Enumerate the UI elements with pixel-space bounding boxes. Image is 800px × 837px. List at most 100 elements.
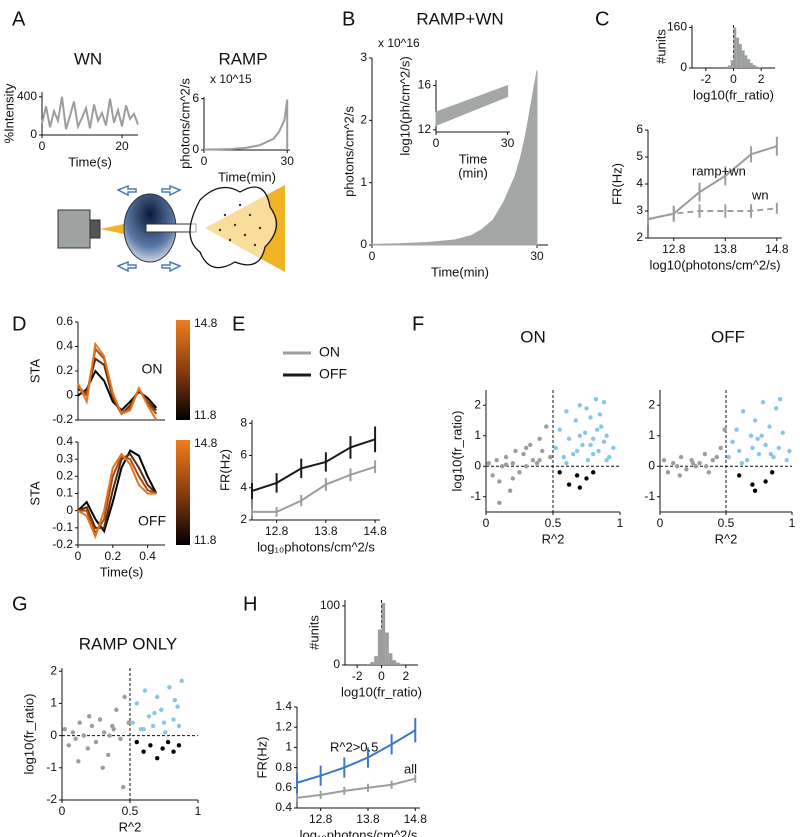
point (584, 476, 589, 481)
point (176, 723, 182, 729)
x-tick-label: 0 (75, 549, 82, 563)
point (548, 454, 553, 460)
y-axis-label: FR(Hz) (217, 449, 232, 491)
lens (89, 219, 101, 239)
point (566, 482, 572, 487)
point (537, 436, 542, 441)
y-tick-label: 400 (17, 89, 37, 103)
point (106, 752, 111, 758)
chart-title: RAMP (218, 49, 267, 68)
y-tick-label: 0.8 (275, 760, 292, 774)
colorbar-label: 11.8 (194, 408, 217, 422)
point (146, 714, 152, 719)
point (87, 714, 92, 719)
x-tick-label: 1 (789, 516, 796, 530)
x-axis-label: log₁₀photons/cm^2/s (257, 539, 375, 554)
point (714, 454, 719, 460)
legend-label: OFF (319, 366, 347, 382)
point (755, 436, 760, 441)
x-tick-label: 0 (483, 516, 490, 530)
y-tick-label: 0 (474, 458, 481, 472)
point (595, 427, 600, 432)
y-axis-label: STA (27, 359, 42, 384)
point (584, 406, 589, 411)
histogram-bar (747, 59, 751, 68)
y-tick-label: 1 (648, 428, 655, 442)
x-axis-label: R^2 (542, 531, 565, 546)
y-tick-label: 0 (30, 127, 37, 141)
y-tick-label: -0.1 (52, 520, 73, 534)
point (66, 743, 72, 748)
x-axis-label: Time(s) (100, 564, 144, 579)
point (597, 412, 603, 417)
x-axis-label: log₁₀photons/cm^2/s (300, 827, 418, 837)
y-tick-label: 6 (192, 91, 199, 105)
colorbar (176, 320, 190, 420)
x-tick-label: 0 (59, 804, 66, 818)
panel-label: H (243, 593, 257, 615)
point (596, 448, 601, 454)
x-axis-label: Time(min) (218, 169, 276, 184)
y-tick-label: -1 (46, 760, 57, 774)
y-tick-label: 1 (474, 428, 481, 442)
histogram-bar (752, 64, 756, 68)
point (750, 482, 755, 487)
chart-title: RAMP+WN (416, 9, 503, 28)
line (77, 341, 158, 421)
x-tick-label: -2 (352, 669, 363, 683)
y-tick-label: 2 (240, 512, 247, 526)
point (750, 445, 755, 451)
point (591, 451, 596, 457)
point (97, 717, 103, 722)
panel-label: E (232, 313, 245, 335)
panel-label: B (342, 8, 355, 30)
point (607, 454, 612, 460)
y-tick-label: 0 (360, 237, 367, 251)
point (497, 479, 502, 484)
point (684, 467, 689, 472)
x-tick-label: 30 (281, 154, 295, 168)
point (155, 755, 160, 761)
y-tick-label: 1 (360, 175, 367, 189)
y-axis-label: #units (653, 29, 668, 64)
point (176, 743, 182, 748)
x-tick-label: 14.8 (765, 242, 789, 256)
x-tick-label: 0 (201, 154, 208, 168)
point (494, 457, 499, 463)
y-tick-label: 1 (50, 696, 57, 710)
x-tick-label: 12.8 (309, 812, 333, 826)
chart-title: WN (74, 49, 102, 68)
point (62, 726, 67, 732)
annotation: OFF (138, 513, 166, 529)
y-tick-label: 2 (474, 397, 481, 411)
line (296, 777, 416, 799)
point (591, 436, 596, 441)
point (570, 451, 576, 457)
y-tick-label: 0.4 (56, 434, 73, 448)
point (671, 461, 676, 466)
point (70, 730, 76, 735)
x-tick-label: 2 (758, 72, 765, 86)
camera (57, 209, 91, 249)
point (111, 726, 116, 732)
histogram-bar (727, 65, 731, 68)
point (773, 406, 779, 411)
histogram-bar (381, 602, 386, 665)
point (89, 723, 95, 729)
point (165, 739, 171, 745)
tube (145, 223, 197, 233)
point (122, 694, 127, 700)
point (121, 784, 126, 790)
y-tick-label: 0.2 (56, 363, 73, 377)
x-axis-label: R^2 (715, 531, 738, 546)
point (787, 448, 792, 454)
point (148, 743, 153, 748)
point (601, 400, 607, 405)
point (768, 451, 774, 457)
chart-title: OFF (711, 327, 745, 346)
point (528, 442, 533, 448)
chart-title: RAMP ONLY (79, 634, 178, 653)
line (78, 454, 157, 536)
point (574, 448, 580, 454)
point (172, 697, 178, 703)
